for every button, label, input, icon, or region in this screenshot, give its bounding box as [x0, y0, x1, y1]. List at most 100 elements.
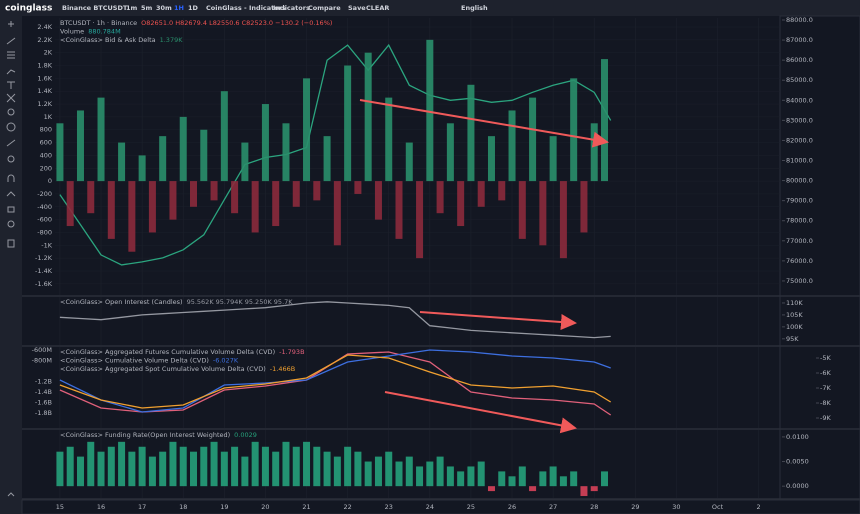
bar [354, 451, 362, 487]
bar [87, 441, 95, 487]
bar [179, 116, 187, 182]
interval[interactable]: 30m [156, 4, 172, 12]
bar [169, 181, 177, 220]
interval[interactable]: 1D [188, 4, 199, 12]
y2-tick-label: 77000.0 [786, 237, 813, 245]
y2-tick-label: 81000.0 [786, 157, 813, 165]
menu-item[interactable]: Compare [308, 4, 341, 12]
y2-tick-label: 110K [786, 299, 803, 307]
legend-name: <CoinGlass> Aggregated Spot Cumulative V… [60, 365, 266, 373]
tool-icon[interactable] [7, 174, 15, 182]
y2-tick-label: -6K [820, 369, 831, 377]
language[interactable]: English [461, 4, 488, 12]
legend-value: 95.562K 95.794K 95.250K 95.7K [187, 298, 294, 306]
bar [251, 441, 259, 487]
menu-item[interactable]: Save [348, 4, 366, 12]
x-tick-label: 22 [343, 503, 351, 511]
y-tick-label: -600 [37, 216, 52, 224]
tool-icon[interactable] [6, 93, 16, 103]
tool-icon[interactable] [6, 69, 16, 75]
menu-item[interactable]: CLEAR [366, 4, 389, 12]
bar [190, 451, 198, 487]
tool-icon[interactable] [6, 122, 16, 132]
legend-value: -1.466B [270, 365, 295, 373]
bar [169, 441, 177, 487]
y-tick-label: 1.2K [37, 100, 52, 108]
bar [601, 471, 609, 487]
y-tick-label: -200 [37, 190, 52, 198]
tool-icon[interactable] [7, 108, 15, 116]
bar [261, 104, 269, 182]
bar [395, 461, 403, 487]
bar [323, 451, 331, 487]
x-tick-label: 18 [179, 503, 187, 511]
x-tick-label: 24 [426, 503, 434, 511]
bar [416, 181, 424, 259]
bar [467, 84, 475, 182]
y2-tick-label: 80000.0 [786, 177, 813, 185]
bar [498, 471, 506, 487]
menu-item[interactable]: Indicators [273, 4, 310, 12]
tool-icon[interactable] [7, 81, 15, 89]
bar [549, 466, 557, 487]
y2-tick-label: 84000.0 [786, 96, 813, 104]
bar [261, 446, 269, 487]
bar [56, 123, 64, 182]
legend-value: 880.784M [88, 28, 121, 36]
tool-icon[interactable] [6, 37, 16, 45]
bar [282, 441, 290, 487]
bar [107, 181, 115, 239]
x-tick-label: 16 [97, 503, 105, 511]
bar [405, 142, 413, 182]
menu-item[interactable]: CoinGlass - Indicators [206, 4, 286, 12]
y-tick-label: -1K [41, 241, 52, 249]
series-line [59, 43, 612, 266]
y-tick-label: 2.2K [37, 36, 52, 44]
y-tick-label: 1.4K [37, 87, 52, 95]
bar [66, 446, 74, 487]
bar [128, 451, 136, 487]
tool-icon[interactable] [6, 191, 16, 197]
y2-tick-label: 75000.0 [786, 277, 813, 285]
tool-icon[interactable] [7, 492, 15, 497]
x-tick-label: 19 [220, 503, 228, 511]
bar [107, 446, 115, 487]
tool-icon[interactable] [7, 239, 15, 248]
tool-icon[interactable] [8, 21, 14, 27]
bar [508, 476, 516, 487]
y-tick-label: 800 [40, 126, 52, 134]
tool-icon[interactable] [7, 220, 15, 228]
bar [179, 446, 187, 487]
logo[interactable]: coinglass [5, 4, 52, 14]
y2-tick-label: -8K [820, 399, 831, 407]
trend-arrow [359, 99, 609, 148]
y2-tick-label: 76000.0 [786, 257, 813, 265]
interval[interactable]: 1m [126, 4, 138, 12]
y-tick-label: -1.4B [35, 388, 52, 396]
bar [405, 456, 413, 487]
bar [416, 466, 424, 487]
interval[interactable]: 5m [141, 4, 153, 12]
legend-value: -6.027K [213, 357, 239, 365]
y2-tick-label: 86000.0 [786, 56, 813, 64]
bar [190, 181, 198, 207]
left-toolbar [0, 16, 22, 514]
y2-tick-label: 0.0000 [786, 482, 809, 490]
tool-icon[interactable] [7, 206, 15, 213]
bar [87, 181, 95, 214]
y-tick-label: 2K [44, 49, 53, 57]
y2-tick-label: 95K [786, 335, 799, 343]
bar [292, 446, 300, 487]
tool-icon[interactable] [6, 139, 16, 147]
bar [210, 441, 218, 487]
bar [118, 142, 126, 182]
tool-icon[interactable] [7, 155, 15, 163]
bar [529, 486, 537, 492]
bar [241, 142, 249, 182]
interval-active[interactable]: 1H [174, 4, 184, 12]
tool-icon[interactable] [7, 51, 15, 59]
symbol[interactable]: Binance BTCUSDT [62, 4, 128, 12]
bar [529, 97, 537, 182]
x-tick-label: 27 [549, 503, 557, 511]
bar [457, 471, 465, 487]
